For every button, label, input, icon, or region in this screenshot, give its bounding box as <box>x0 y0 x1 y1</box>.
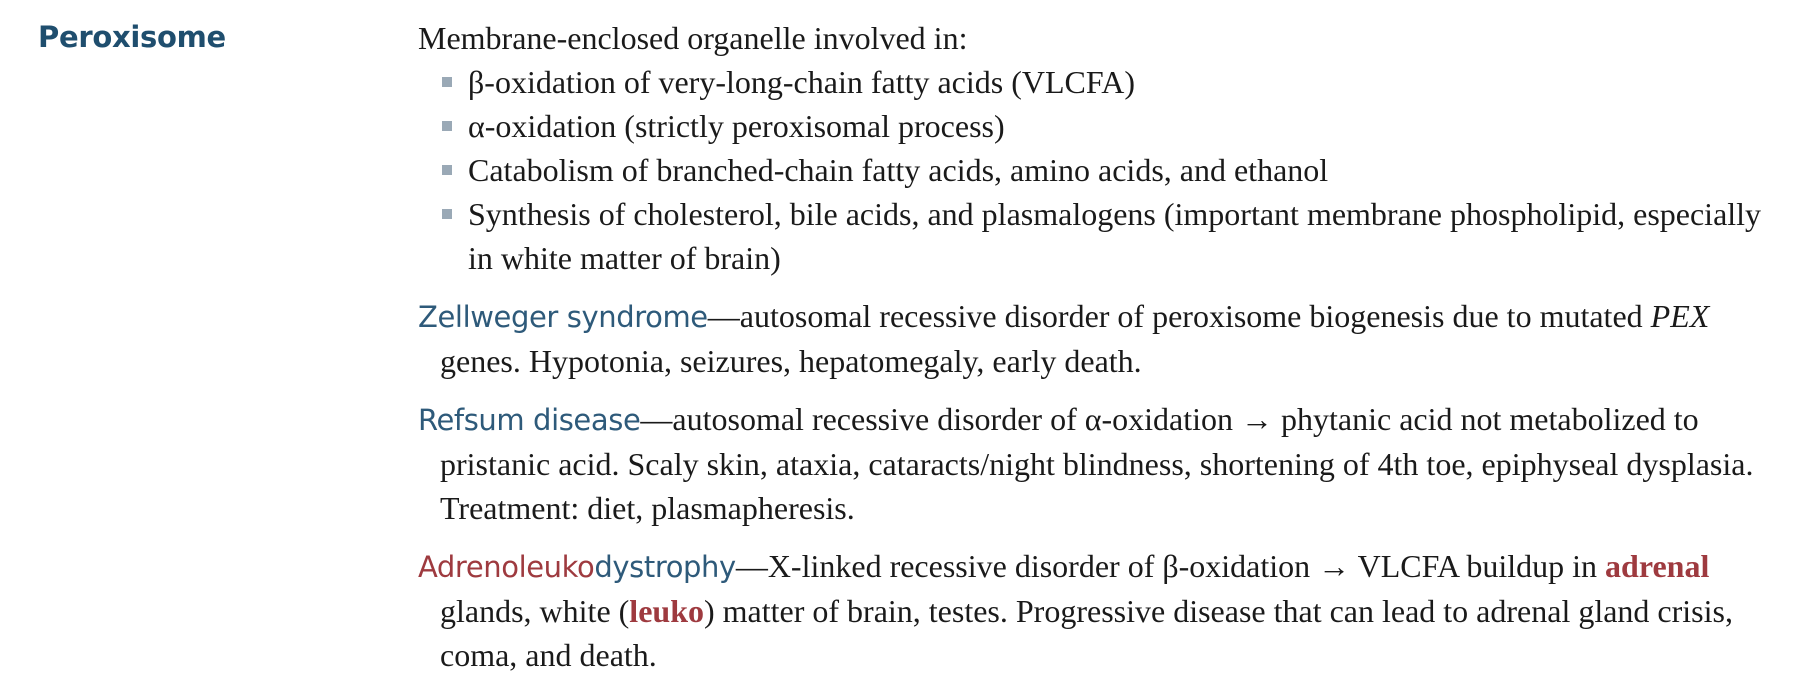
list-item: α-oxidation (strictly peroxisomal proces… <box>442 104 1793 148</box>
refsum-text: —autosomal recessive disorder of α-oxida… <box>440 401 1754 526</box>
zellweger-text-after: genes. Hypotonia, seizures, hepatomegaly… <box>440 343 1142 379</box>
refsum-paragraph: Refsum disease—autosomal recessive disor… <box>418 397 1793 530</box>
ald-name-part1: Adrenoleuko <box>418 550 595 584</box>
list-item: Catabolism of branched-chain fatty acids… <box>442 148 1793 192</box>
ald-name-part2: dystrophy <box>594 550 736 584</box>
entry-content: Membrane-enclosed organelle involved in:… <box>418 16 1793 677</box>
zellweger-gene: PEX <box>1650 298 1710 334</box>
ald-highlight-adrenal: adrenal <box>1605 548 1710 584</box>
ald-text1: —X-linked recessive disorder of β-oxidat… <box>735 548 1606 584</box>
function-list: β-oxidation of very-long-chain fatty aci… <box>418 60 1793 280</box>
ald-name: Adrenoleukodystrophy <box>418 550 736 584</box>
list-item: β-oxidation of very-long-chain fatty aci… <box>442 60 1793 104</box>
ald-text3: ) matter of brain, testes. Progressive d… <box>440 593 1733 673</box>
zellweger-name: Zellweger syndrome <box>418 300 708 334</box>
ald-highlight-leuko: leuko <box>629 593 704 629</box>
zellweger-paragraph: Zellweger syndrome—autosomal recessive d… <box>418 294 1793 383</box>
ald-paragraph: Adrenoleukodystrophy—X-linked recessive … <box>418 544 1793 677</box>
intro-text: Membrane-enclosed organelle involved in: <box>418 20 968 56</box>
refsum-name: Refsum disease <box>418 403 641 437</box>
list-item: Synthesis of cholesterol, bile acids, an… <box>442 192 1793 280</box>
zellweger-text-before: —autosomal recessive disorder of peroxis… <box>707 298 1651 334</box>
entry-term: Peroxisome <box>38 20 226 54</box>
ald-text2: glands, white ( <box>440 593 630 629</box>
